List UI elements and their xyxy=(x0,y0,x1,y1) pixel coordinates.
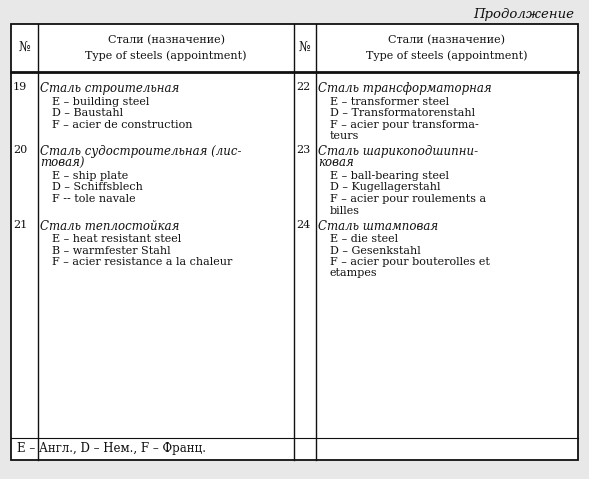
Text: №: № xyxy=(19,42,31,55)
Text: Продолжение: Продолжение xyxy=(473,8,574,21)
Text: F – acier pour bouterolles et: F – acier pour bouterolles et xyxy=(330,257,490,267)
Text: 19: 19 xyxy=(13,82,27,92)
Text: 24: 24 xyxy=(296,219,310,229)
Text: Сталь теплостойкая: Сталь теплостойкая xyxy=(40,219,180,232)
Text: Сталь штамповая: Сталь штамповая xyxy=(318,219,438,232)
Text: F -- tole navale: F -- tole navale xyxy=(52,194,135,204)
Text: F – acier resistance a la chaleur: F – acier resistance a la chaleur xyxy=(52,257,233,267)
Text: Сталь судостроительная (лис-: Сталь судостроительная (лис- xyxy=(40,145,241,158)
Text: B – warmfester Stahl: B – warmfester Stahl xyxy=(52,246,171,255)
Text: D – Schiffsblech: D – Schiffsblech xyxy=(52,182,143,193)
Text: Сталь строительная: Сталь строительная xyxy=(40,82,179,95)
Text: E – transformer steel: E – transformer steel xyxy=(330,96,449,106)
Text: Сталь шарикоподшипни-: Сталь шарикоподшипни- xyxy=(318,145,478,158)
Text: etampes: etampes xyxy=(330,269,378,278)
Text: ковая: ковая xyxy=(318,157,354,170)
Text: F – acier de construction: F – acier de construction xyxy=(52,119,193,129)
Text: D – Gesenkstahl: D – Gesenkstahl xyxy=(330,246,421,255)
Text: billes: billes xyxy=(330,205,360,216)
Text: Стали (назначение)
Type of steels (appointment): Стали (назначение) Type of steels (appoi… xyxy=(366,35,528,61)
Text: №: № xyxy=(299,42,311,55)
Text: Стали (назначение)
Type of steels (appointment): Стали (назначение) Type of steels (appoi… xyxy=(85,35,247,61)
Text: E – building steel: E – building steel xyxy=(52,96,150,106)
Text: 22: 22 xyxy=(296,82,310,92)
Text: 21: 21 xyxy=(13,219,27,229)
Text: 23: 23 xyxy=(296,145,310,155)
Text: F – acier pour roulements a: F – acier pour roulements a xyxy=(330,194,486,204)
Text: E – die steel: E – die steel xyxy=(330,234,398,244)
Text: E – heat resistant steel: E – heat resistant steel xyxy=(52,234,181,244)
Text: E – ship plate: E – ship plate xyxy=(52,171,128,181)
Text: E – Англ., D – Нем., F – Франц.: E – Англ., D – Нем., F – Франц. xyxy=(17,442,206,455)
Text: 20: 20 xyxy=(13,145,27,155)
Text: товая): товая) xyxy=(40,157,84,170)
Text: D – Baustahl: D – Baustahl xyxy=(52,108,123,118)
Text: E – ball-bearing steel: E – ball-bearing steel xyxy=(330,171,449,181)
Text: D – Transformatorenstahl: D – Transformatorenstahl xyxy=(330,108,475,118)
Text: D – Kugellagerstahl: D – Kugellagerstahl xyxy=(330,182,441,193)
Text: Сталь трансформаторная: Сталь трансформаторная xyxy=(318,82,492,95)
Text: teurs: teurs xyxy=(330,131,359,141)
Text: F – acier pour transforma-: F – acier pour transforma- xyxy=(330,119,479,129)
